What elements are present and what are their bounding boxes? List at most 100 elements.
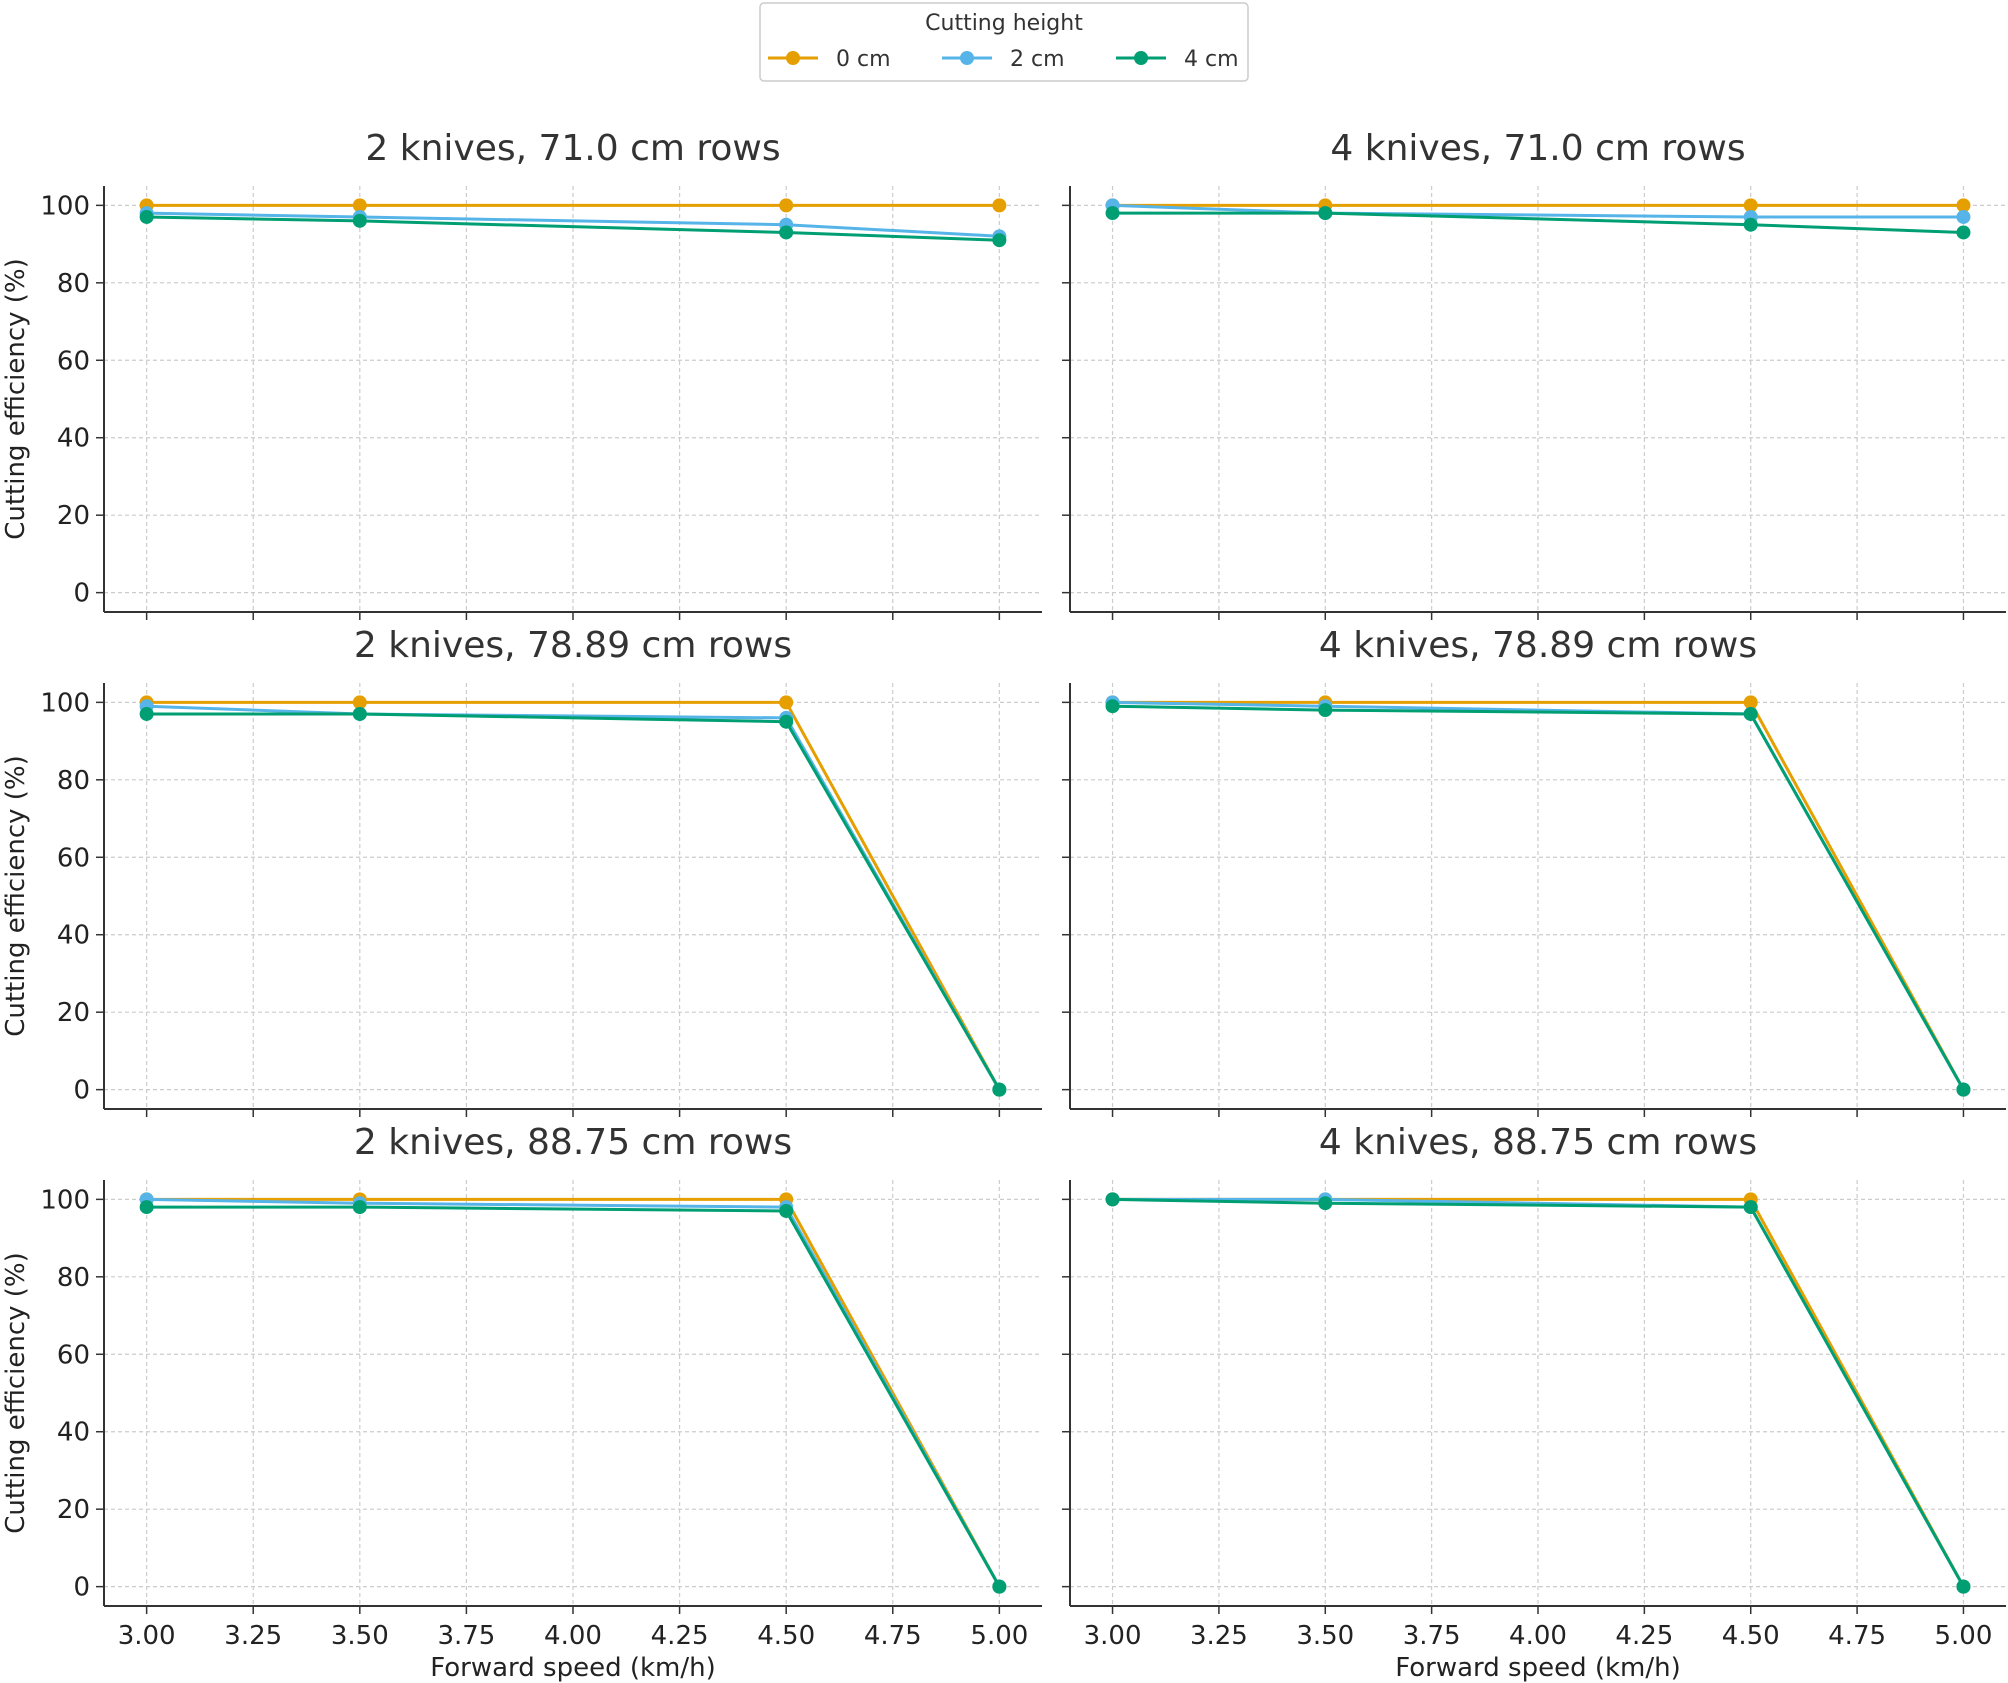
y-tick-label-1: 20 (57, 501, 90, 531)
panel-1: 4 knives, 71.0 cm rows (1062, 128, 2006, 620)
x-tick-label-3: 3.75 (437, 1621, 495, 1651)
y-axis-label: Cutting efficiency (%) (1, 755, 31, 1037)
y-tick-label-2: 40 (57, 921, 90, 951)
y-tick-label-1: 20 (57, 1495, 90, 1525)
data-point-0-2 (1743, 198, 1758, 213)
data-point-2-2 (1743, 217, 1758, 232)
legend-label-0: 0 cm (836, 47, 891, 72)
panel-title: 2 knives, 78.89 cm rows (354, 625, 792, 666)
x-tick-label-0: 3.00 (1084, 1621, 1142, 1651)
panel-4: 0 20 40 60 80 100 3.00 3.25 3.50 3.75 4.00 4.25 4.50… (1, 1122, 1042, 1683)
data-point-2-2 (1743, 1200, 1758, 1215)
y-tick-label-4: 80 (57, 269, 90, 299)
series-line-2 (146, 712, 1001, 1091)
x-tick-label-2: 3.50 (1296, 1621, 1354, 1651)
y-tick-label-1: 20 (57, 998, 90, 1028)
panel-title: 4 knives, 71.0 cm rows (1330, 128, 1745, 169)
series-line-2 (1112, 1197, 1965, 1588)
panel-title: 4 knives, 88.75 cm rows (1319, 1122, 1757, 1163)
y-tick-label-3: 60 (57, 843, 90, 873)
panel-title: 4 knives, 78.89 cm rows (1319, 625, 1757, 666)
data-point-2-0 (1105, 206, 1120, 221)
y-tick-label-5: 100 (40, 191, 90, 221)
x-tick-label-1: 3.25 (224, 1621, 282, 1651)
series-line-0 (146, 1197, 1001, 1588)
legend-title: Cutting height (925, 11, 1083, 36)
panel-title: 2 knives, 88.75 cm rows (354, 1122, 792, 1163)
series-line-2 (1112, 211, 1964, 234)
x-tick-label-7: 4.75 (1828, 1621, 1886, 1651)
y-axis-label: Cutting efficiency (%) (1, 258, 31, 540)
x-tick-label-2: 3.50 (331, 1621, 389, 1651)
data-point-2-1 (352, 213, 367, 228)
x-tick-label-0: 3.00 (118, 1621, 176, 1651)
data-point-2-1 (352, 1200, 367, 1215)
y-tick-label-4: 80 (57, 766, 90, 796)
y-tick-label-3: 60 (57, 1340, 90, 1370)
data-point-2-3 (1956, 225, 1971, 240)
series-line-1 (1112, 203, 1964, 219)
panel-title: 2 knives, 71.0 cm rows (365, 128, 780, 169)
data-point-2-0 (139, 1200, 154, 1215)
data-point-0-2 (779, 198, 794, 213)
legend-marker-0 (786, 51, 800, 65)
data-point-2-3 (992, 233, 1007, 248)
data-point-2-2 (779, 714, 794, 729)
data-point-0-2 (779, 695, 794, 710)
x-tick-label-8: 5.00 (970, 1621, 1028, 1651)
x-tick-label-4: 4.00 (1509, 1621, 1567, 1651)
series-line-1 (146, 211, 1000, 238)
panel-5: 3.00 3.25 3.50 3.75 4.00 4.25 4.50 4.75 5.00 4 kn… (1062, 1122, 2006, 1683)
x-axis-label: Forward speed (km/h) (430, 1653, 716, 1683)
panel-2: 0 20 40 60 80 100 2 knives, 78.89 cm rows Cutti… (1, 625, 1042, 1117)
legend-marker-1 (960, 51, 974, 65)
x-tick-label-7: 4.75 (864, 1621, 922, 1651)
x-tick-label-5: 4.25 (1615, 1621, 1673, 1651)
data-point-2-0 (1105, 699, 1120, 714)
data-point-2-3 (992, 1579, 1007, 1594)
legend-marker-2 (1134, 51, 1148, 65)
data-point-2-3 (992, 1082, 1007, 1097)
data-point-1-3 (1956, 209, 1971, 224)
data-point-2-0 (139, 209, 154, 224)
data-point-2-1 (1318, 1196, 1333, 1211)
data-point-2-1 (1318, 206, 1333, 221)
legend: Cutting height 0 cm 2 cm 4 cm (759, 2, 1249, 82)
y-tick-label-5: 100 (40, 688, 90, 718)
x-tick-label-5: 4.25 (651, 1621, 709, 1651)
data-point-2-0 (139, 706, 154, 721)
series-line-2 (146, 1205, 1001, 1588)
y-axis-label: Cutting efficiency (%) (1, 1252, 31, 1534)
data-point-2-3 (1956, 1579, 1971, 1594)
legend-frame (759, 2, 1249, 82)
panel-0: 0 20 40 60 80 100 2 knives, 71.0 cm rows Cuttin… (1, 128, 1042, 620)
x-axis-label: Forward speed (km/h) (1395, 1653, 1681, 1683)
x-tick-label-3: 3.75 (1403, 1621, 1461, 1651)
x-tick-label-4: 4.00 (544, 1621, 602, 1651)
data-point-2-0 (1105, 1192, 1120, 1207)
y-tick-label-5: 100 (40, 1185, 90, 1215)
data-point-0-2 (1743, 695, 1758, 710)
chart-panels: 0 20 40 60 80 100 2 knives, 71.0 cm rows Cuttin… (1, 128, 2006, 1683)
series-line-0 (1112, 700, 1965, 1091)
series-line-0 (146, 700, 1001, 1091)
y-tick-label-2: 40 (57, 1418, 90, 1448)
data-point-0-3 (992, 198, 1007, 213)
legend-items: 0 cm 2 cm 4 cm (768, 47, 1239, 72)
x-tick-label-8: 5.00 (1935, 1621, 1993, 1651)
legend-label-2: 4 cm (1184, 47, 1239, 72)
legend-label-1: 2 cm (1010, 47, 1065, 72)
y-tick-label-0: 0 (73, 1573, 90, 1603)
y-tick-label-3: 60 (57, 346, 90, 376)
data-point-2-2 (779, 225, 794, 240)
series-line-2 (146, 215, 1000, 242)
y-tick-label-0: 0 (73, 579, 90, 609)
series-line-2 (1112, 704, 1965, 1091)
y-tick-label-0: 0 (73, 1076, 90, 1106)
x-tick-label-1: 3.25 (1190, 1621, 1248, 1651)
y-tick-label-2: 40 (57, 424, 90, 454)
data-point-2-1 (352, 706, 367, 721)
data-point-2-2 (1743, 706, 1758, 721)
x-tick-label-6: 4.50 (1722, 1621, 1780, 1651)
